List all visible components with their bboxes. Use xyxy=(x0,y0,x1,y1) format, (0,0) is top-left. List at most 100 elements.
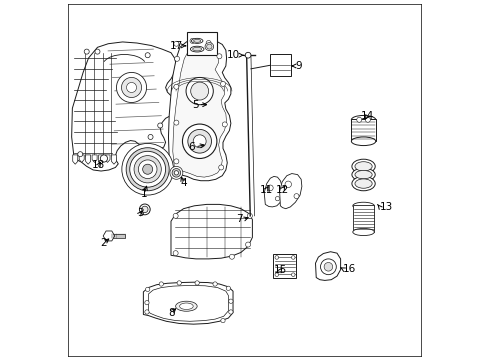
Circle shape xyxy=(218,165,223,170)
Text: 14: 14 xyxy=(360,111,373,121)
Circle shape xyxy=(274,273,278,276)
Ellipse shape xyxy=(175,301,197,311)
Circle shape xyxy=(195,281,199,285)
Circle shape xyxy=(356,117,361,122)
Polygon shape xyxy=(79,155,84,162)
Circle shape xyxy=(229,254,234,259)
Circle shape xyxy=(247,213,252,219)
Circle shape xyxy=(285,181,291,188)
Text: 1: 1 xyxy=(141,189,147,199)
Bar xyxy=(273,254,296,278)
Circle shape xyxy=(144,310,149,314)
Bar xyxy=(187,32,216,55)
Text: 7: 7 xyxy=(236,215,242,224)
Ellipse shape xyxy=(351,137,375,145)
Ellipse shape xyxy=(142,206,148,213)
Circle shape xyxy=(228,299,233,303)
Polygon shape xyxy=(148,285,228,321)
Text: 9: 9 xyxy=(295,61,302,71)
Circle shape xyxy=(190,82,208,100)
Text: 12: 12 xyxy=(275,185,288,195)
Circle shape xyxy=(244,52,250,58)
Circle shape xyxy=(217,54,222,59)
Circle shape xyxy=(222,122,227,127)
Ellipse shape xyxy=(206,44,212,49)
Circle shape xyxy=(324,262,332,271)
Circle shape xyxy=(121,77,142,98)
Polygon shape xyxy=(143,282,233,324)
Circle shape xyxy=(100,155,107,162)
Text: 3: 3 xyxy=(137,208,143,218)
Polygon shape xyxy=(72,42,180,171)
Ellipse shape xyxy=(352,228,373,235)
Circle shape xyxy=(116,72,146,103)
Ellipse shape xyxy=(190,46,203,52)
Ellipse shape xyxy=(351,168,374,181)
Circle shape xyxy=(169,166,183,179)
Ellipse shape xyxy=(351,176,374,191)
Circle shape xyxy=(142,164,152,174)
Circle shape xyxy=(174,171,178,175)
Text: 2: 2 xyxy=(101,238,107,248)
Text: 6: 6 xyxy=(188,142,195,152)
Circle shape xyxy=(291,256,294,259)
Polygon shape xyxy=(73,155,78,164)
Circle shape xyxy=(220,81,225,86)
Circle shape xyxy=(173,213,178,219)
Text: 8: 8 xyxy=(168,308,174,318)
Ellipse shape xyxy=(179,303,193,310)
Circle shape xyxy=(174,159,179,164)
Circle shape xyxy=(320,259,336,275)
Ellipse shape xyxy=(191,39,203,43)
Ellipse shape xyxy=(139,204,150,215)
Bar xyxy=(111,234,125,238)
Circle shape xyxy=(148,134,153,139)
Circle shape xyxy=(187,130,211,153)
Ellipse shape xyxy=(351,159,374,174)
Circle shape xyxy=(159,282,163,286)
Circle shape xyxy=(134,156,161,183)
Circle shape xyxy=(221,319,224,323)
Circle shape xyxy=(174,41,179,46)
Ellipse shape xyxy=(204,42,213,50)
Circle shape xyxy=(129,151,165,187)
Ellipse shape xyxy=(352,202,373,210)
Circle shape xyxy=(84,49,89,54)
Text: 16: 16 xyxy=(343,264,356,274)
Circle shape xyxy=(206,41,211,45)
Circle shape xyxy=(78,152,82,157)
Circle shape xyxy=(267,185,273,191)
Circle shape xyxy=(293,194,298,199)
Circle shape xyxy=(174,56,179,61)
Circle shape xyxy=(173,251,178,256)
Text: 17: 17 xyxy=(169,41,183,51)
Polygon shape xyxy=(171,204,252,259)
Ellipse shape xyxy=(354,162,371,171)
Circle shape xyxy=(177,281,181,285)
Circle shape xyxy=(95,49,100,54)
Polygon shape xyxy=(172,45,226,177)
Ellipse shape xyxy=(192,47,201,51)
Bar xyxy=(352,206,373,232)
Circle shape xyxy=(274,256,278,259)
Text: 4: 4 xyxy=(180,178,186,188)
Polygon shape xyxy=(92,155,97,162)
Circle shape xyxy=(172,168,180,177)
Polygon shape xyxy=(105,155,110,162)
Circle shape xyxy=(226,286,230,291)
Circle shape xyxy=(365,117,369,122)
Circle shape xyxy=(190,39,195,43)
Bar xyxy=(351,119,375,141)
Circle shape xyxy=(193,135,206,148)
Text: 5: 5 xyxy=(192,100,198,110)
Circle shape xyxy=(228,310,233,314)
Text: 11: 11 xyxy=(259,185,272,195)
Polygon shape xyxy=(85,155,90,164)
Circle shape xyxy=(158,123,163,128)
Text: 15: 15 xyxy=(273,265,286,275)
Text: 13: 13 xyxy=(379,202,392,212)
Circle shape xyxy=(291,273,294,276)
Circle shape xyxy=(174,120,179,125)
Polygon shape xyxy=(111,155,116,164)
Circle shape xyxy=(275,197,279,201)
